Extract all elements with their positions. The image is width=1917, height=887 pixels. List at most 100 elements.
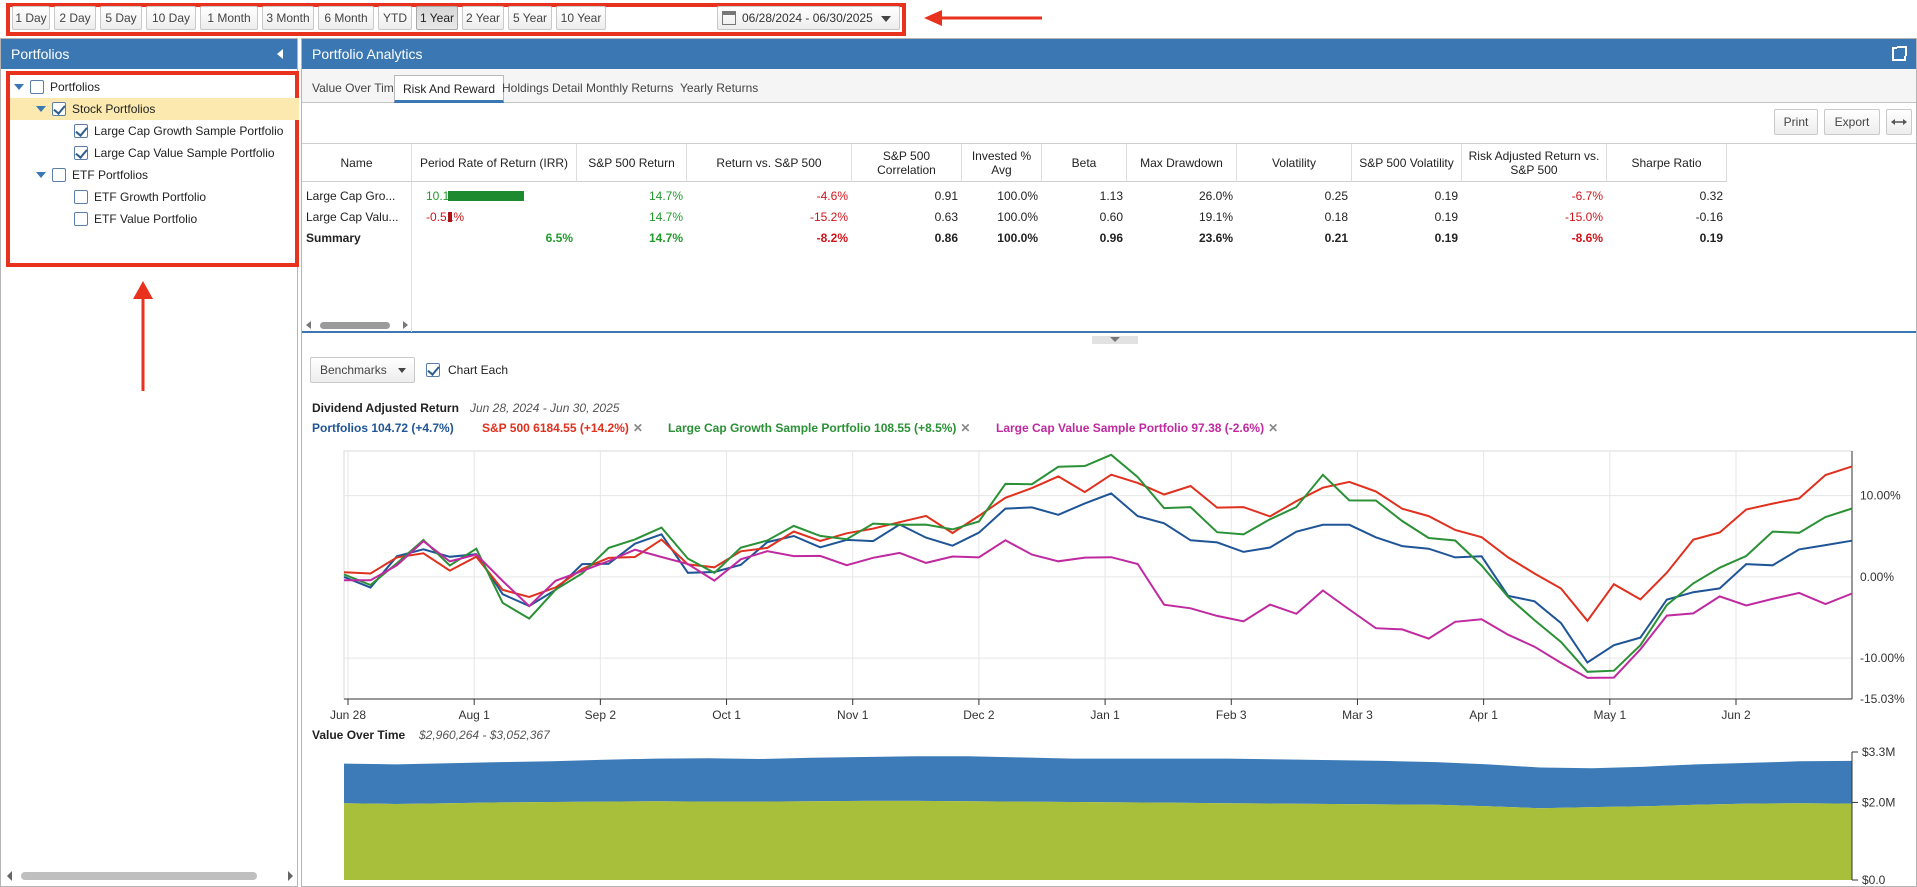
legend-entry[interactable]: Portfolios 104.72 (+4.7%) [312, 421, 454, 435]
y-tick-label: $3.3M [1862, 745, 1895, 759]
column-header[interactable]: Sharpe Ratio [1607, 144, 1727, 182]
benchmarks-label: Benchmarks [320, 363, 387, 377]
tree-item[interactable]: Large Cap Value Sample Portfolio [10, 142, 299, 164]
tab-monthly-returns[interactable]: Monthly Returns [586, 81, 674, 95]
legend-label: Portfolios 104.72 (+4.7%) [312, 421, 454, 435]
summary-cell-sharpe: 0.19 [1699, 231, 1723, 245]
legend-entry[interactable]: S&P 500 6184.55 (+14.2%) ✕ [482, 421, 643, 435]
column-header[interactable]: Invested % Avg [962, 144, 1042, 182]
remove-series-icon[interactable]: ✕ [1268, 421, 1279, 435]
expand-caret-icon[interactable] [36, 172, 46, 178]
portfolio-analytics-panel: Portfolio Analytics Value Over Time Risk … [301, 38, 1917, 887]
range-button-5-day[interactable]: 5 Day [100, 6, 142, 30]
summary-cell-irr: 6.5% [545, 231, 573, 245]
column-header[interactable]: S&P 500 Return [577, 144, 687, 182]
scroll-right-icon[interactable] [403, 321, 408, 329]
range-button-2-year[interactable]: 2 Year [462, 6, 504, 30]
summary-cell-vs_sp: -8.2% [816, 231, 848, 245]
column-header[interactable]: S&P 500 Correlation [852, 144, 962, 182]
tree-checkbox[interactable] [52, 102, 66, 116]
grid-cell-name[interactable]: Large Cap Gro... [306, 189, 396, 203]
series-line-1 [343, 465, 1853, 623]
x-tick-label: Oct 1 [712, 708, 741, 722]
column-header[interactable]: Max Drawdown [1127, 144, 1237, 182]
tree-item[interactable]: ETF Growth Portfolio [10, 186, 299, 208]
grid-horizontal-scrollbar[interactable] [306, 320, 408, 330]
tab-yearly-returns[interactable]: Yearly Returns [680, 81, 759, 95]
portfolio-tree-highlight [6, 71, 299, 267]
remove-series-icon[interactable]: ✕ [960, 421, 971, 435]
range-button-ytd[interactable]: YTD [378, 6, 412, 30]
grid-cell-vol: 0.25 [1324, 189, 1348, 203]
grid-cell-sharpe: -0.16 [1695, 210, 1723, 224]
scroll-thumb[interactable] [320, 322, 390, 329]
export-button[interactable]: Export [1824, 109, 1880, 135]
tree-checkbox[interactable] [30, 80, 44, 94]
tree-checkbox[interactable] [52, 168, 66, 182]
column-divider [411, 182, 412, 332]
grid-cell-sp_vol: 0.19 [1434, 189, 1458, 203]
y-tick-label: 10.00% [1860, 489, 1901, 503]
range-button-1-month[interactable]: 1 Month [200, 6, 258, 30]
summary-cell-max_dd: 23.6% [1198, 231, 1233, 245]
summary-cell-vol: 0.21 [1324, 231, 1348, 245]
x-tick-label: Jan 1 [1090, 708, 1120, 722]
tree-item-label: Portfolios [50, 80, 101, 94]
tree-item[interactable]: Large Cap Growth Sample Portfolio [10, 120, 299, 142]
x-tick-label: Apr 1 [1469, 708, 1498, 722]
tree-item[interactable]: ETF Value Portfolio [10, 208, 299, 230]
collapse-icon[interactable] [277, 49, 283, 59]
range-button-6-month[interactable]: 6 Month [318, 6, 374, 30]
column-header[interactable]: S&P 500 Volatility [1352, 144, 1462, 182]
legend-entry[interactable]: Large Cap Value Sample Portfolio 97.38 (… [996, 421, 1278, 435]
tree-checkbox[interactable] [74, 212, 88, 226]
tab-holdings-detail[interactable]: Holdings Detail [502, 81, 583, 95]
column-header[interactable]: Risk Adjusted Return vs. S&P 500 [1462, 144, 1607, 182]
column-header[interactable]: Name [302, 144, 412, 182]
tree-checkbox[interactable] [74, 190, 88, 204]
summary-cell-invested: 100.0% [997, 231, 1038, 245]
chart-each-checkbox[interactable] [426, 363, 440, 377]
benchmarks-dropdown[interactable]: Benchmarks [310, 357, 415, 383]
range-button-2-day[interactable]: 2 Day [54, 6, 96, 30]
column-header[interactable]: Beta [1042, 144, 1127, 182]
column-header[interactable]: Volatility [1237, 144, 1352, 182]
range-button-10-year[interactable]: 10 Year [556, 6, 606, 30]
popout-icon[interactable] [1892, 46, 1907, 61]
horizontal-scrollbar[interactable] [5, 869, 295, 883]
series-line-3 [344, 539, 1853, 679]
tree-checkbox[interactable] [74, 146, 88, 160]
tab-risk-and-reward[interactable]: Risk And Reward [394, 75, 505, 103]
remove-series-icon[interactable]: ✕ [632, 421, 643, 435]
grid-cell-beta: 0.60 [1099, 210, 1123, 224]
resize-columns-button[interactable] [1886, 109, 1912, 135]
grid-cell-name[interactable]: Large Cap Valu... [306, 210, 399, 224]
scroll-left-icon[interactable] [306, 321, 311, 329]
return-line-chart: 10.00% 0.00% -10.00% -15.03% Jun 28 Aug 1 Sep … [330, 450, 1905, 722]
grid-cell-risk_adj: -6.7% [1571, 189, 1603, 203]
tree-item[interactable]: ETF Portfolios [10, 164, 299, 186]
tree-item[interactable]: Portfolios [10, 76, 299, 98]
summary-cell-beta: 0.96 [1099, 231, 1123, 245]
splitter-handle[interactable] [1092, 336, 1138, 344]
x-tick-label: May 1 [1593, 708, 1626, 722]
expand-caret-icon[interactable] [36, 106, 46, 112]
scroll-thumb[interactable] [21, 872, 257, 880]
tree-item[interactable]: Stock Portfolios [10, 98, 299, 120]
date-range-picker[interactable]: 06/28/2024 - 06/30/2025 [717, 6, 900, 30]
range-button-1-day[interactable]: 1 Day [12, 6, 50, 30]
scroll-right-icon[interactable] [288, 871, 293, 881]
range-button-5-year[interactable]: 5 Year [508, 6, 552, 30]
column-header[interactable]: Return vs. S&P 500 [687, 144, 852, 182]
tree-checkbox[interactable] [74, 124, 88, 138]
column-header[interactable]: Period Rate of Return (IRR) [412, 144, 577, 182]
grid-cell-max_dd: 26.0% [1198, 189, 1233, 203]
tab-value-over-time[interactable]: Value Over Time [312, 81, 401, 95]
range-button-3-month[interactable]: 3 Month [262, 6, 314, 30]
print-button[interactable]: Print [1774, 109, 1818, 135]
range-button-10-day[interactable]: 10 Day [146, 6, 196, 30]
range-button-1-year[interactable]: 1 Year [416, 6, 458, 30]
expand-caret-icon[interactable] [14, 84, 24, 90]
legend-entry[interactable]: Large Cap Growth Sample Portfolio 108.55… [668, 421, 970, 435]
scroll-left-icon[interactable] [7, 871, 12, 881]
